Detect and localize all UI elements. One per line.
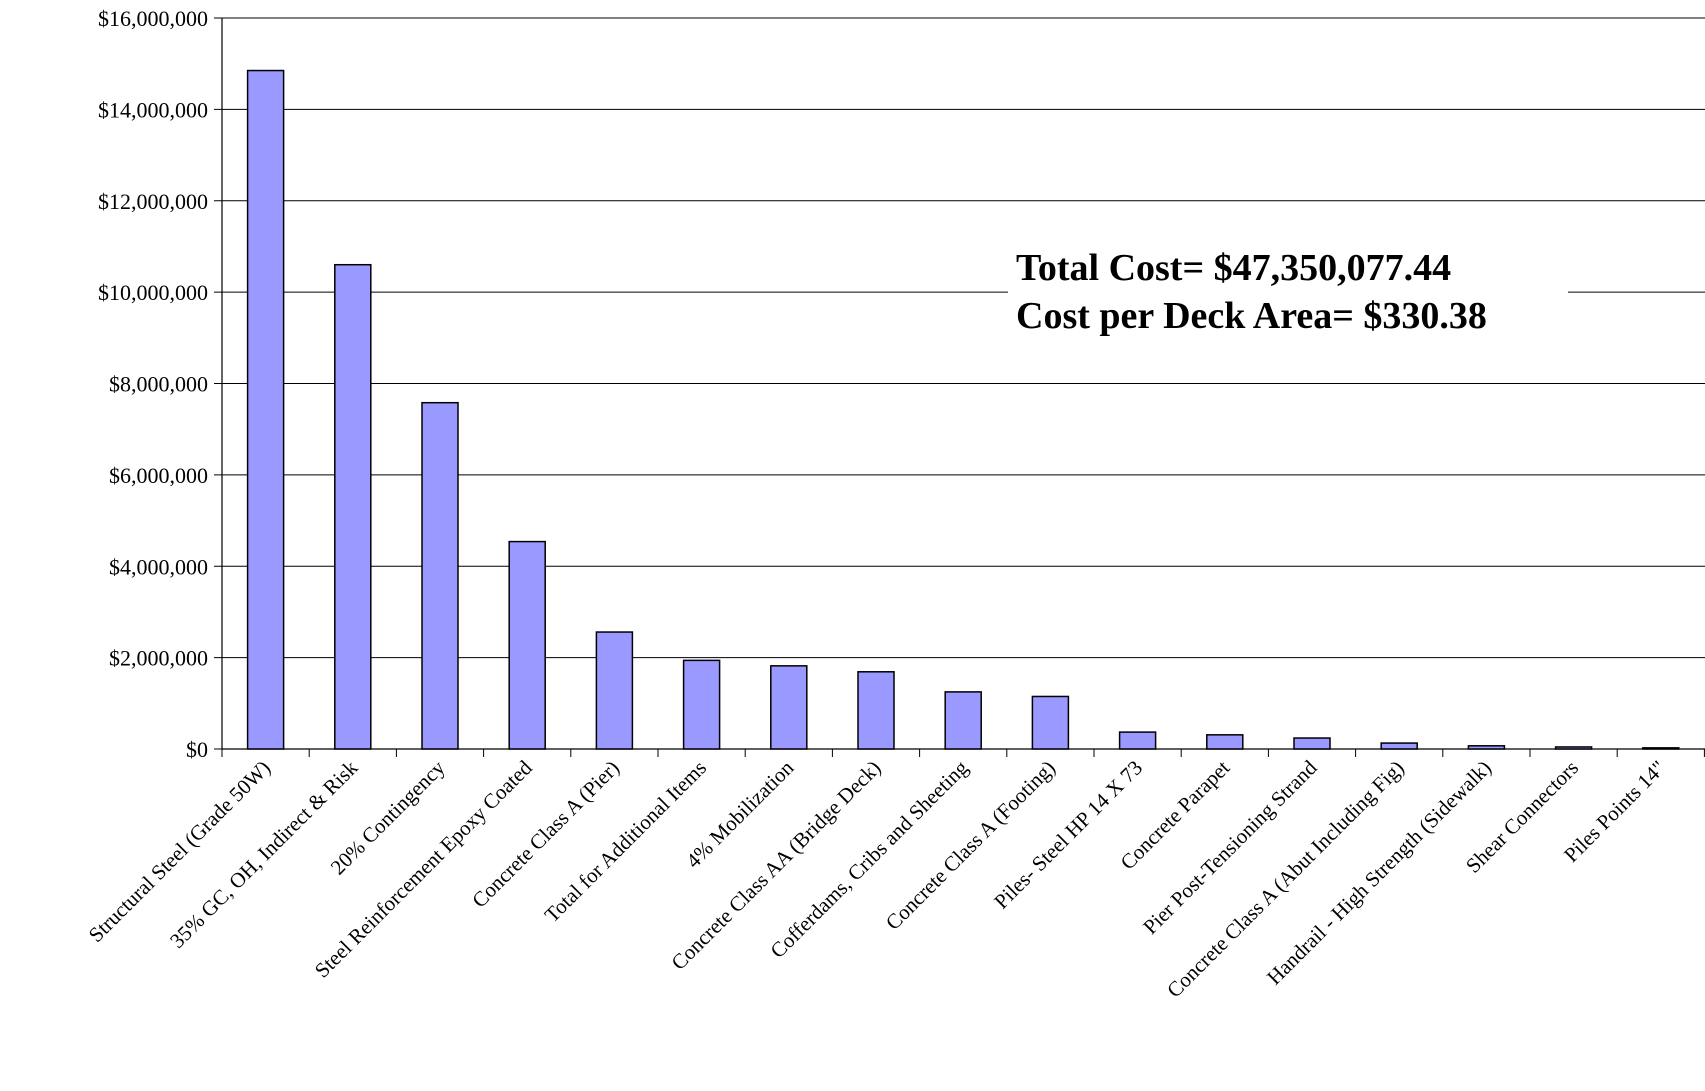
y-tick-label: $6,000,000 <box>109 463 208 488</box>
bar <box>857 671 895 750</box>
y-tick-label: $0 <box>186 737 208 762</box>
bar <box>1293 737 1331 750</box>
bar <box>246 69 285 750</box>
bar <box>1554 746 1593 750</box>
y-tick-label: $2,000,000 <box>109 646 208 671</box>
y-tick-label: $4,000,000 <box>109 554 208 579</box>
bars <box>246 69 1680 750</box>
bar <box>421 401 459 750</box>
bar <box>1380 742 1418 750</box>
bar <box>944 691 982 750</box>
category-label: Pier Post-Tensioning Strand <box>1138 755 1322 939</box>
bar <box>1118 731 1157 750</box>
y-tick-label: $14,000,000 <box>98 97 208 122</box>
bar <box>508 540 546 750</box>
category-labels: Structural Steel (Grade 50W)35% GC, OH, … <box>84 755 1671 1002</box>
bar <box>595 631 634 750</box>
bar <box>770 665 808 750</box>
cost-per-deck-area-text: Cost per Deck Area= $330.38 <box>1016 295 1487 337</box>
category-label: Piles- Steel HP 14 X 73 <box>989 756 1147 914</box>
bar <box>682 659 721 750</box>
bar <box>1467 745 1506 750</box>
bar <box>1206 734 1244 750</box>
bar <box>1642 747 1680 750</box>
total-cost-annotation: Total Cost= $47,350,077.44 Cost per Deck… <box>1008 244 1568 342</box>
category-label: Structural Steel (Grade 50W) <box>84 756 275 947</box>
y-tick-label: $10,000,000 <box>98 280 208 305</box>
y-tick-label: $12,000,000 <box>98 189 208 214</box>
category-label: Concrete Class A (Pier) <box>467 756 624 913</box>
category-label: Total for Additional Items <box>540 756 711 927</box>
gridlines <box>222 17 1705 659</box>
y-tick-labels: $0 $2,000,000 $4,000,000 $6,000,000 $8,000,0… <box>98 6 208 762</box>
category-label: Concrete Class A (Footing) <box>881 756 1060 935</box>
y-tick-label: $8,000,000 <box>109 372 208 397</box>
bar <box>1031 695 1070 750</box>
bar <box>334 263 372 750</box>
y-tick-label: $16,000,000 <box>98 6 208 31</box>
total-cost-text: Total Cost= $47,350,077.44 <box>1016 247 1452 289</box>
